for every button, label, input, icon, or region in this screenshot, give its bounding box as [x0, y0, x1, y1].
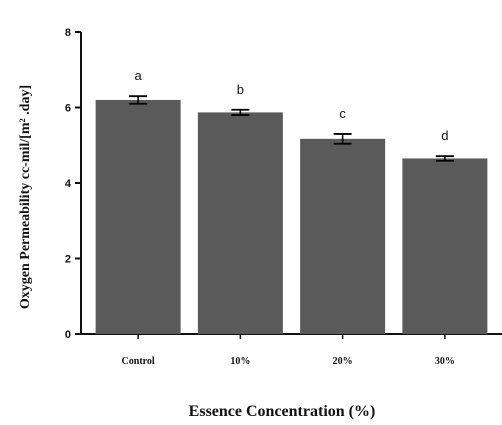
bar-1 [197, 112, 283, 334]
significance-label-2: c [339, 106, 346, 121]
significance-labels: a b c d [135, 68, 449, 143]
x-tick-label-3: 30% [435, 356, 455, 367]
bar-0 [95, 99, 181, 334]
y-tick-label-3: 6 [65, 103, 71, 115]
significance-label-1: b [237, 82, 244, 97]
x-tick-label-2: 20% [333, 356, 353, 367]
y-tick-label-4: 8 [65, 27, 71, 39]
significance-label-3: d [441, 128, 448, 143]
bars [95, 99, 488, 334]
bar-3 [402, 158, 488, 334]
y-axis-title: Oxygen Permeability cc-mil/[m² .day] [18, 85, 33, 309]
y-tick-label-2: 4 [65, 178, 72, 190]
y-tick-label-1: 2 [65, 254, 71, 266]
significance-label-0: a [135, 68, 143, 83]
x-tick-label-0: Control [122, 356, 155, 367]
error-bars [129, 95, 454, 162]
x-tick-label-1: 10% [230, 356, 250, 367]
x-axis-title: Essence Concentration (%) [189, 403, 376, 420]
y-axis: 0 2 4 6 8 [65, 27, 82, 341]
y-tick-label-0: 0 [65, 329, 71, 341]
bar-2 [300, 138, 386, 334]
x-axis: Control 10% 20% 30% [80, 333, 502, 367]
